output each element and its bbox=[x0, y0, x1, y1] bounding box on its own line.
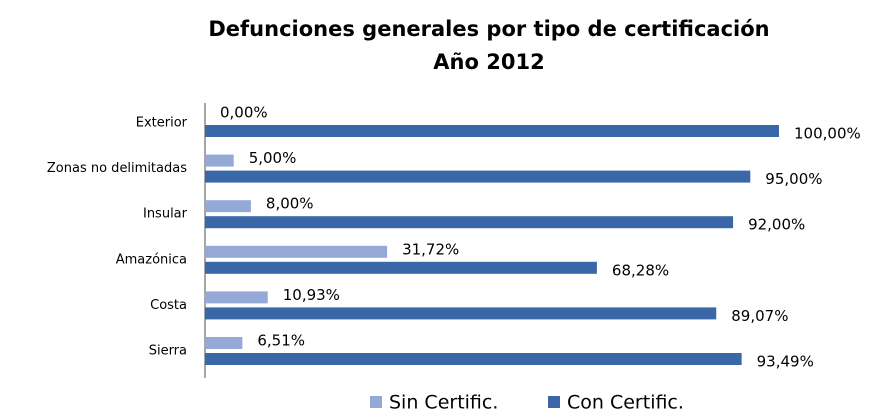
y-tick-label: Amazónica bbox=[116, 252, 187, 267]
data-label: 10,93% bbox=[283, 286, 340, 304]
data-label: 100,00% bbox=[794, 125, 861, 143]
legend-label: Sin Certific. bbox=[389, 392, 498, 413]
y-tick-label: Exterior bbox=[136, 116, 188, 131]
legend-label: Con Certific. bbox=[567, 392, 684, 413]
bar bbox=[205, 245, 388, 258]
y-tick-label: Sierra bbox=[149, 344, 187, 359]
bar bbox=[205, 125, 779, 137]
bar bbox=[205, 216, 734, 229]
chart-title: Defunciones generales por tipo de certif… bbox=[208, 17, 769, 41]
data-label: 6,51% bbox=[257, 332, 305, 350]
data-label: 0,00% bbox=[220, 104, 268, 122]
data-label: 68,28% bbox=[612, 261, 669, 279]
data-label: 93,49% bbox=[757, 353, 814, 371]
bar bbox=[205, 154, 234, 167]
legend-swatch bbox=[548, 396, 560, 408]
y-tick-label: Zonas no delimitadas bbox=[47, 161, 187, 176]
chart-subtitle: Año 2012 bbox=[433, 50, 544, 74]
y-tick-label: Costa bbox=[150, 298, 187, 313]
data-label: 5,00% bbox=[249, 149, 297, 167]
bar bbox=[205, 170, 751, 183]
data-label: 8,00% bbox=[266, 195, 314, 213]
bar bbox=[205, 261, 597, 274]
data-label: 95,00% bbox=[765, 170, 822, 188]
bar bbox=[205, 200, 251, 213]
bar bbox=[205, 291, 268, 304]
y-tick-label: Insular bbox=[143, 207, 188, 222]
data-label: 92,00% bbox=[748, 216, 805, 234]
bar bbox=[205, 337, 243, 349]
bar bbox=[205, 353, 742, 365]
legend-swatch bbox=[370, 396, 382, 408]
data-label: 31,72% bbox=[402, 240, 459, 258]
bar bbox=[205, 307, 717, 320]
data-label: 89,07% bbox=[731, 307, 788, 325]
